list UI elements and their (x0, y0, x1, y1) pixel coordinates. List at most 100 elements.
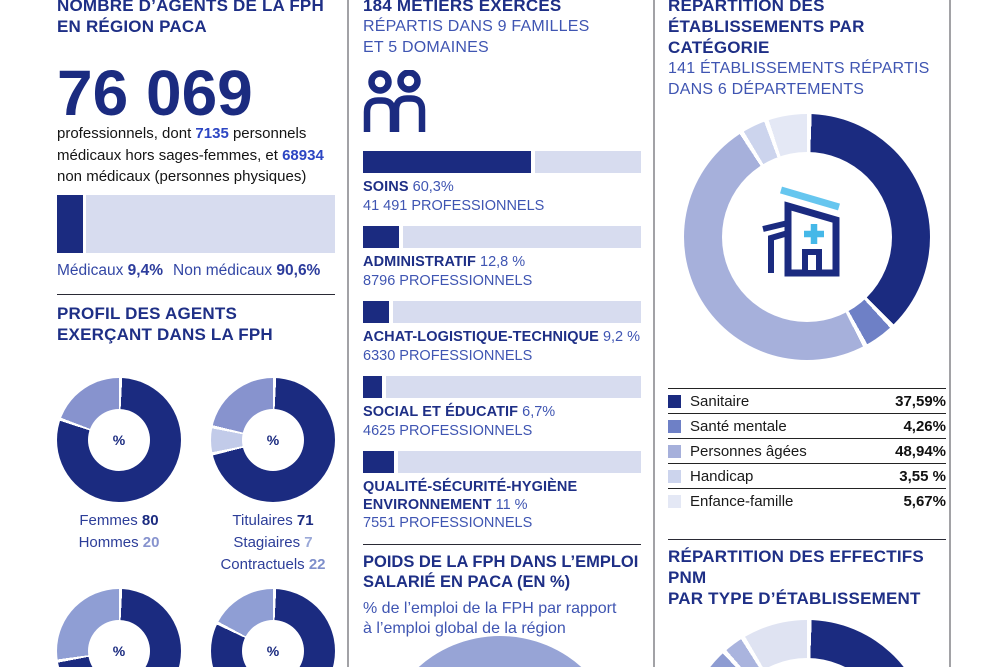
non-medical-bar-segment (86, 194, 335, 253)
medical-label: Médicaux (57, 261, 128, 279)
poids-subtitle-line2: à l’emploi global de la région (363, 620, 566, 637)
section-title-profil: PROFIL DES AGENTS EXERÇANT DANS LA FPH (57, 303, 335, 345)
etablissements-subtitle-line2: DANS 6 DÉPARTEMENTS (668, 81, 865, 98)
family-label: QUALITÉ-SÉCURITÉ-HYGIÈNE ENVIRONNEMENT 11… (363, 479, 641, 533)
column-divider-right (653, 0, 655, 667)
legend-label: Handicap (690, 467, 754, 485)
family-name: ACHAT-LOGISTIQUE-TECHNIQUE (363, 329, 599, 345)
poids-title-line1: POIDS DE LA FPH DANS L’EMPLOI (363, 552, 639, 571)
non-medical-count: 68934 (282, 146, 324, 164)
status-donut-hole: % (242, 408, 304, 471)
legend-row-sanitaire: Sanitaire 37,59% (668, 388, 946, 413)
medical-split-caption: Médicaux 9,4% Non médicaux 90,6% (57, 262, 335, 280)
gender-legend-femmes: Femmes 80 (79, 511, 159, 529)
agents-description-text3: non médicaux (personnes physiques) (57, 168, 307, 185)
family-label: ADMINISTRATIF 12,8 % 8796 PROFESSIONNELS (363, 254, 641, 290)
status-legend-contractuels: Contractuels 22 (220, 555, 326, 573)
family-block-soins: SOINS 60,3% 41 491 PROFESSIONNELS (363, 151, 641, 215)
partial-donut-cell-b: % (211, 588, 335, 667)
family-count: 6330 PROFESSIONNELS (363, 347, 533, 364)
family-bar-chart (363, 151, 641, 173)
family-count: 41 491 PROFESSIONNELS (363, 197, 545, 214)
family-name: QUALITÉ-SÉCURITÉ-HYGIÈNE ENVIRONNEMENT (363, 479, 578, 513)
section-divider (57, 293, 335, 295)
family-name: ADMINISTRATIF (363, 254, 476, 270)
family-pct: 12,8 % (480, 254, 526, 270)
family-count: 4625 PROFESSIONNELS (363, 422, 533, 439)
categories-donut-wrap (684, 114, 930, 360)
categories-legend-table: Sanitaire 37,59% Santé mentale 4,26% Per… (668, 388, 946, 513)
legend-swatch (668, 444, 681, 458)
family-bar-chart (363, 451, 641, 473)
legend-row-personnes-agees: Personnes âgées 48,94% (668, 438, 946, 463)
legend-label: Santé mentale (690, 417, 787, 435)
non-medical-pct: 90,6% (276, 261, 321, 279)
status-donut-cell: % Titulaires 71 Stagiaires 7 Contractuel… (211, 377, 335, 576)
percent-symbol: % (112, 642, 126, 659)
section-title-agents-line2: EN RÉGION PACA (57, 17, 207, 36)
legend-swatch (668, 494, 681, 508)
legend-row-sante-mentale: Santé mentale 4,26% (668, 413, 946, 438)
family-bar-chart (363, 226, 641, 248)
family-label: SOCIAL ET ÉDUCATIF 6,7% 4625 PROFESSIONNE… (363, 404, 641, 440)
pnm-title-line1: RÉPARTITION DES EFFECTIFS PNM (668, 547, 924, 587)
poids-title-line2: SALARIÉ EN PACA (EN %) (363, 573, 571, 591)
legend-value: 4,26% (903, 417, 946, 435)
family-block-social: SOCIAL ET ÉDUCATIF 6,7% 4625 PROFESSIONNE… (363, 376, 641, 440)
section-title-agents: NOMBRE D’AGENTS DE LA FPH EN RÉGION PACA (57, 0, 335, 37)
gender-legend: Femmes 80 Hommes 20 (57, 510, 181, 554)
etablissements-title-line2: ÉTABLISSEMENTS PAR CATÉGORIE (668, 17, 865, 57)
family-count: 8796 PROFESSIONNELS (363, 272, 533, 289)
legend-row-handicap: Handicap 3,55 % (668, 463, 946, 488)
family-bar-fill (363, 151, 531, 173)
partial-donut-chart-a: % (57, 588, 181, 667)
medical-pct: 9,4% (127, 261, 163, 279)
pnm-title-line2: PAR TYPE D’ÉTABLISSEMENT (668, 589, 921, 608)
agents-description-text2: personnels médicaux hors sages-femmes, e… (57, 125, 307, 164)
legend-label: Personnes âgées (690, 442, 807, 460)
section-title-metiers: 184 MÉTIERS EXERCÉS RÉPARTIS DANS 9 FAMI… (363, 0, 641, 58)
legend-value: 48,94% (895, 442, 946, 460)
status-donut-chart: % (211, 377, 335, 502)
medical-count: 7135 (195, 125, 229, 142)
gender-donut-hole: % (88, 408, 150, 471)
family-bar-rest (397, 451, 641, 473)
families-bar-list: SOINS 60,3% 41 491 PROFESSIONNELS ADMINIS… (363, 151, 641, 533)
legend-swatch (668, 394, 681, 408)
gender-donut-cell: % Femmes 80 Hommes 20 (57, 377, 181, 576)
section-title-agents-line1: NOMBRE D’AGENTS DE LA FPH (57, 0, 324, 15)
section-title-pnm: RÉPARTITION DES EFFECTIFS PNM PAR TYPE D… (668, 546, 946, 609)
gender-legend-hommes: Hommes 20 (78, 533, 160, 551)
status-legend-titulaires: Titulaires 71 (232, 511, 314, 529)
family-pct: 11 % (495, 496, 528, 513)
family-bar-fill (363, 226, 399, 248)
legend-swatch (668, 419, 681, 433)
big-number-total-agents: 76 069 (57, 57, 253, 129)
non-medical-label: Non médicaux (173, 261, 277, 279)
legend-label: Sanitaire (690, 392, 750, 410)
column-metiers: 184 MÉTIERS EXERCÉS RÉPARTIS DANS 9 FAMI… (363, 0, 641, 667)
pnm-donut-chart (684, 620, 930, 667)
family-name: SOINS (363, 179, 409, 195)
family-block-achat: ACHAT-LOGISTIQUE-TECHNIQUE 9,2 % 6330 PRO… (363, 301, 641, 365)
family-bar-fill (363, 451, 394, 473)
agents-description: professionnels, dont 7135 personnels méd… (57, 123, 335, 188)
percent-symbol: % (266, 642, 280, 659)
column-etablissements: RÉPARTITION DES ÉTABLISSEMENTS PAR CATÉG… (668, 0, 946, 667)
section-title-etablissements: RÉPARTITION DES ÉTABLISSEMENTS PAR CATÉG… (668, 0, 946, 100)
etablissements-subtitle-line1: 141 ÉTABLISSEMENTS RÉPARTIS (668, 60, 930, 77)
family-bar-rest (392, 301, 641, 323)
agents-description-text1: professionnels, dont (57, 125, 196, 142)
partial-donut-b-hole: % (242, 619, 304, 667)
percent-symbol: % (266, 431, 280, 448)
people-icon (363, 69, 641, 137)
legend-value: 5,67% (903, 492, 946, 510)
legend-swatch (668, 469, 681, 483)
column-divider-left (347, 0, 349, 667)
family-bar-rest (385, 376, 641, 398)
partial-donut-a-hole: % (88, 619, 150, 667)
family-bar-chart (363, 376, 641, 398)
family-name: SOCIAL ET ÉDUCATIF (363, 404, 519, 420)
categories-donut-chart (684, 114, 930, 360)
